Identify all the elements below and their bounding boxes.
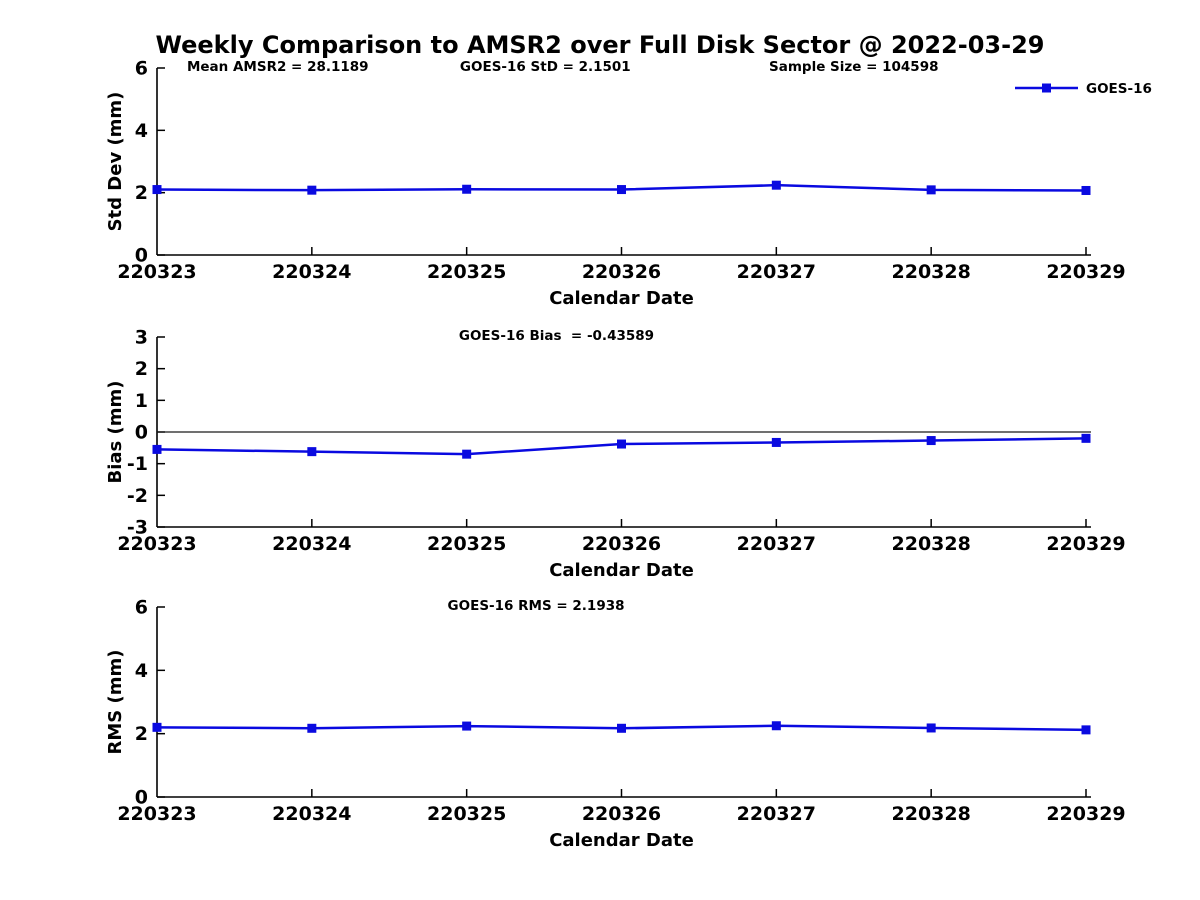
y-tick-label: 6 [135, 597, 148, 619]
x-tick-label: 220328 [892, 533, 971, 555]
data-point-marker [771, 721, 781, 731]
data-point-marker [1081, 433, 1091, 443]
data-point-marker [307, 185, 317, 195]
y-tick-label: 4 [135, 660, 148, 682]
x-tick-label: 220328 [892, 261, 971, 283]
y-axis-title: Std Dev (mm) [105, 92, 126, 232]
x-tick-label: 220327 [737, 803, 816, 825]
x-tick-label: 220326 [582, 261, 661, 283]
y-tick-label: -3 [127, 517, 148, 539]
x-tick-label: 220324 [272, 261, 351, 283]
data-point-marker [307, 723, 317, 733]
y-tick-label: 1 [135, 390, 148, 412]
chart-title: Weekly Comparison to AMSR2 over Full Dis… [155, 31, 1045, 59]
y-tick-label: 2 [135, 358, 148, 380]
y-tick-label: 0 [135, 245, 148, 267]
panel-annotation: GOES-16 StD = 2.1501 [460, 59, 631, 75]
y-axis-title: Bias (mm) [105, 381, 126, 484]
data-point-marker [1081, 185, 1091, 195]
data-point-marker [307, 447, 317, 457]
panel-rms: 0 2 4 6 220323 220324 220325 220326 220327 220328… [105, 597, 1126, 852]
x-tick-label: 220325 [427, 803, 506, 825]
y-axis-title: RMS (mm) [105, 650, 126, 755]
x-tick-label: 220329 [1046, 803, 1125, 825]
x-axis-title: Calendar Date [549, 288, 694, 309]
legend-marker [1042, 83, 1051, 93]
data-point-marker [152, 722, 162, 732]
x-tick-label: 220326 [582, 803, 661, 825]
panel-annotation: GOES-16 Bias = -0.43589 [459, 328, 654, 344]
x-axis-title: Calendar Date [549, 830, 694, 851]
x-tick-label: 220323 [117, 261, 196, 283]
x-tick-label: 220324 [272, 533, 351, 555]
data-point-marker [926, 185, 936, 195]
data-point-marker [1081, 725, 1091, 735]
y-tick-label: 0 [135, 422, 148, 444]
y-tick-label: 0 [135, 787, 148, 809]
data-point-marker [926, 723, 936, 733]
x-tick-label: 220327 [737, 261, 816, 283]
data-point-marker [152, 444, 162, 454]
y-tick-label: 6 [135, 58, 148, 80]
panel-std-dev: 0 2 4 6 220323 220324 220325 220326 220327 220328… [105, 58, 1152, 310]
legend: GOES-16 [1015, 81, 1152, 97]
data-point-marker [617, 185, 626, 195]
panel-bias: -3 -2 -1 0 1 2 3 220323 220324 220325 220326 220327… [105, 327, 1126, 582]
data-point-marker [462, 184, 472, 194]
data-point-marker [617, 723, 626, 733]
y-tick-label: 4 [135, 120, 148, 142]
x-tick-label: 220327 [737, 533, 816, 555]
legend-label: GOES-16 [1086, 81, 1152, 97]
data-point-marker [926, 436, 936, 446]
y-tick-label: 2 [135, 182, 148, 204]
x-tick-label: 220328 [892, 803, 971, 825]
y-tick-label: -1 [127, 453, 148, 475]
panel-annotation: Sample Size = 104598 [769, 59, 938, 75]
data-point-marker [771, 437, 781, 447]
x-tick-label: 220329 [1046, 261, 1125, 283]
panel-annotation: Mean AMSR2 = 28.1189 [187, 59, 369, 75]
y-tick-label: 3 [135, 327, 148, 349]
x-tick-label: 220329 [1046, 533, 1125, 555]
y-tick-label: -2 [127, 485, 148, 507]
x-tick-label: 220326 [582, 533, 661, 555]
data-point-marker [462, 721, 472, 731]
x-tick-label: 220325 [427, 261, 506, 283]
data-point-marker [152, 185, 162, 195]
x-tick-label: 220325 [427, 533, 506, 555]
data-point-marker [462, 449, 472, 459]
x-axis-title: Calendar Date [549, 560, 694, 581]
x-tick-label: 220323 [117, 533, 196, 555]
x-tick-label: 220323 [117, 803, 196, 825]
panel-annotation: GOES-16 RMS = 2.1938 [448, 598, 625, 614]
data-point-marker [771, 180, 781, 190]
data-point-marker [617, 439, 626, 449]
x-tick-label: 220324 [272, 803, 351, 825]
y-tick-label: 2 [135, 723, 148, 745]
